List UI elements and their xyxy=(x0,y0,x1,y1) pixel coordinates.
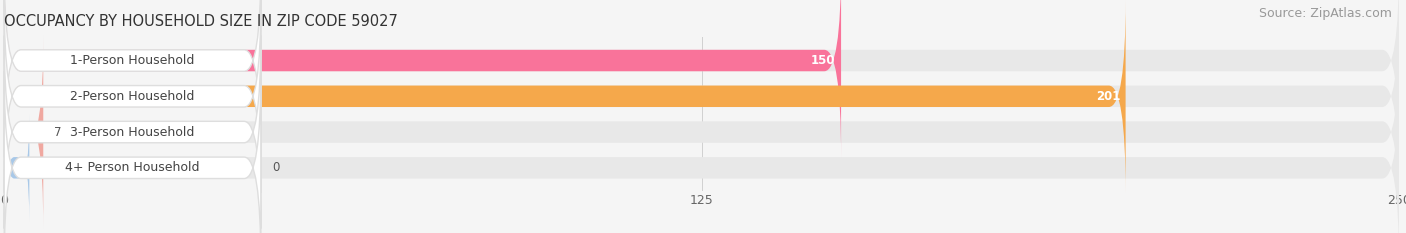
FancyBboxPatch shape xyxy=(4,35,1399,229)
Text: 4+ Person Household: 4+ Person Household xyxy=(65,161,200,174)
FancyBboxPatch shape xyxy=(4,71,262,233)
Text: OCCUPANCY BY HOUSEHOLD SIZE IN ZIP CODE 59027: OCCUPANCY BY HOUSEHOLD SIZE IN ZIP CODE … xyxy=(4,14,398,29)
Text: 2-Person Household: 2-Person Household xyxy=(70,90,194,103)
Text: 201: 201 xyxy=(1095,90,1121,103)
FancyBboxPatch shape xyxy=(4,0,1399,157)
Text: Source: ZipAtlas.com: Source: ZipAtlas.com xyxy=(1258,7,1392,20)
Text: 150: 150 xyxy=(811,54,835,67)
FancyBboxPatch shape xyxy=(4,0,1126,193)
FancyBboxPatch shape xyxy=(4,35,262,229)
FancyBboxPatch shape xyxy=(4,0,262,157)
FancyBboxPatch shape xyxy=(4,0,841,157)
FancyBboxPatch shape xyxy=(4,35,44,229)
Text: 7: 7 xyxy=(55,126,62,139)
FancyBboxPatch shape xyxy=(4,71,1399,233)
Text: 1-Person Household: 1-Person Household xyxy=(70,54,194,67)
FancyBboxPatch shape xyxy=(4,114,30,221)
Text: 3-Person Household: 3-Person Household xyxy=(70,126,194,139)
FancyBboxPatch shape xyxy=(4,0,1399,193)
FancyBboxPatch shape xyxy=(4,0,262,193)
Text: 0: 0 xyxy=(271,161,280,174)
